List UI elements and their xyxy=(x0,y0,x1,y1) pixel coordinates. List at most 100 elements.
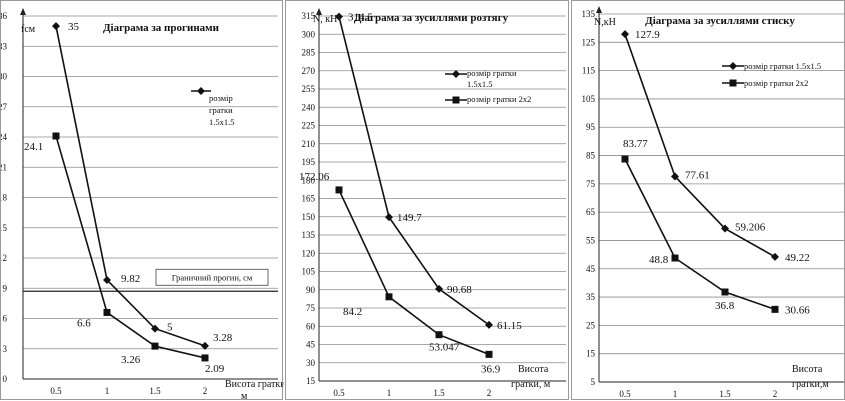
y-tick-label: 195 xyxy=(302,157,316,167)
y-tick-label: 85 xyxy=(586,151,596,161)
y-tick-label: 9 xyxy=(3,283,8,293)
x-axis-label-part1: Висота xyxy=(792,364,823,375)
y-tick-label: 5 xyxy=(591,377,596,387)
data-label: 5 xyxy=(167,322,173,334)
data-point xyxy=(385,213,393,222)
y-tick-label: 115 xyxy=(582,66,596,76)
y-axis-arrow xyxy=(20,8,26,15)
data-point xyxy=(151,324,159,333)
data-label: 48.8 xyxy=(649,254,669,266)
y-tick-label: 75 xyxy=(586,179,596,189)
y-tick-label: 6 xyxy=(3,314,8,324)
y-tick-label: 125 xyxy=(582,37,596,47)
x-axis-label-part1: Висота гратки, xyxy=(225,379,284,390)
x-tick-label: 2 xyxy=(203,386,208,396)
data-point xyxy=(103,275,111,284)
x-tick-label: 0.5 xyxy=(50,386,62,396)
data-label: 84.2 xyxy=(343,306,362,318)
y-tick-label: 36 xyxy=(1,11,8,21)
y-tick-label: 120 xyxy=(302,248,316,258)
x-tick-label: 1 xyxy=(105,386,110,396)
y-tick-label: 210 xyxy=(302,139,316,149)
legend-marker xyxy=(729,79,737,87)
data-point xyxy=(485,320,493,329)
y-tick-label: 24 xyxy=(1,132,8,142)
y-tick-label: 105 xyxy=(302,267,316,277)
legend-label-line: розмір гратки 1.5x1.5 xyxy=(744,61,821,71)
legend-label-line: 1.5x1.5 xyxy=(467,79,493,89)
data-point xyxy=(201,341,209,350)
y-tick-label: 15 xyxy=(1,223,8,233)
data-label: 36.8 xyxy=(715,300,735,312)
data-point xyxy=(485,350,493,358)
series-line xyxy=(624,33,776,258)
y-tick-label: 45 xyxy=(306,340,316,350)
compression-chart-panel: 5 15 25 35 45 55 65 75 85 95 105 115 125 135 0.5 1 1.5 2 Д… xyxy=(571,0,845,400)
y-tick-label: 18 xyxy=(1,193,8,203)
data-point xyxy=(721,224,729,233)
y-tick-label: 60 xyxy=(306,321,316,331)
legend-label-line: розмір гратки 2x2 xyxy=(467,94,531,104)
legend-marker xyxy=(729,62,737,70)
y-axis-label: N,кН xyxy=(594,17,616,28)
y-tick-label: 0 xyxy=(3,374,8,384)
legend-label-line: розмір гратки xyxy=(467,68,517,78)
y-tick-label: 45 xyxy=(586,264,596,274)
data-label: 35 xyxy=(68,21,80,33)
data-point xyxy=(435,331,443,339)
data-point xyxy=(435,284,443,293)
data-point xyxy=(151,342,159,350)
y-axis-label: N, кН xyxy=(313,14,337,25)
data-label: 149.7 xyxy=(397,212,422,224)
legend-marker xyxy=(452,70,460,78)
chart-title: Діаграма за зусиллями розтягу xyxy=(354,12,509,24)
legend-label-line: 1.5x1.5 xyxy=(209,117,235,127)
data-label: 314.5 xyxy=(348,12,373,24)
y-tick-label: 135 xyxy=(582,9,596,19)
tension-chart: 15 30 45 60 75 90 105 120 135 150 165 180 195 210 225 2… xyxy=(299,8,566,398)
data-label: 30.66 xyxy=(785,304,810,316)
data-point xyxy=(621,30,629,39)
data-point xyxy=(721,288,729,296)
y-tick-label: 75 xyxy=(306,303,316,313)
x-tick-label: 2 xyxy=(487,388,492,398)
data-point xyxy=(671,254,679,262)
data-label: 3.28 xyxy=(213,332,233,344)
x-tick-label: 1.5 xyxy=(433,388,445,398)
data-point xyxy=(771,305,779,313)
x-axis-label-part1: Висота xyxy=(518,364,549,375)
y-tick-label: 15 xyxy=(586,349,596,359)
y-tick-label: 105 xyxy=(582,94,596,104)
y-tick-label: 65 xyxy=(586,207,596,217)
x-tick-label: 0.5 xyxy=(619,389,631,399)
data-label: 3.26 xyxy=(121,354,141,366)
y-tick-label: 315 xyxy=(302,11,316,21)
y-tick-label: 27 xyxy=(1,102,8,112)
x-tick-label: 1.5 xyxy=(719,389,731,399)
x-axis-label-part2: гратки, м xyxy=(511,379,551,390)
y-tick-label: 300 xyxy=(302,29,316,39)
y-tick-label: 35 xyxy=(586,292,596,302)
y-tick-label: 180 xyxy=(302,175,316,185)
x-tick-label: 0.5 xyxy=(333,388,345,398)
chart-title: Діаграма за прогинами xyxy=(103,22,220,34)
y-tick-label: 15 xyxy=(306,376,316,386)
data-label: 9.82 xyxy=(121,273,140,285)
limit-label-box xyxy=(155,268,269,286)
y-tick-label: 270 xyxy=(302,66,316,76)
x-axis-label-part2: м xyxy=(241,391,248,401)
legend-label-line: розмір гратки 2x2 xyxy=(744,78,808,88)
tension-chart-panel: 15 30 45 60 75 90 105 120 135 150 165 180 195 210 225 2… xyxy=(285,0,569,400)
x-tick-label: 2 xyxy=(773,389,778,399)
legend-label: розмір гратки 2x2 xyxy=(467,94,531,104)
compression-chart: 5 15 25 35 45 55 65 75 85 95 105 115 125 135 0.5 1 1.5 2 Д… xyxy=(582,6,844,399)
y-tick-label: 30 xyxy=(306,358,316,368)
data-point xyxy=(771,252,779,261)
legend-label: розмір гратки 1.5x1.5 xyxy=(467,68,517,89)
y-tick-label: 135 xyxy=(302,230,316,240)
y-tick-label: 30 xyxy=(1,72,8,82)
legend-marker xyxy=(452,96,460,104)
y-tick-label: 95 xyxy=(586,122,596,132)
data-point xyxy=(201,354,209,362)
x-tick-label: 1 xyxy=(387,388,392,398)
